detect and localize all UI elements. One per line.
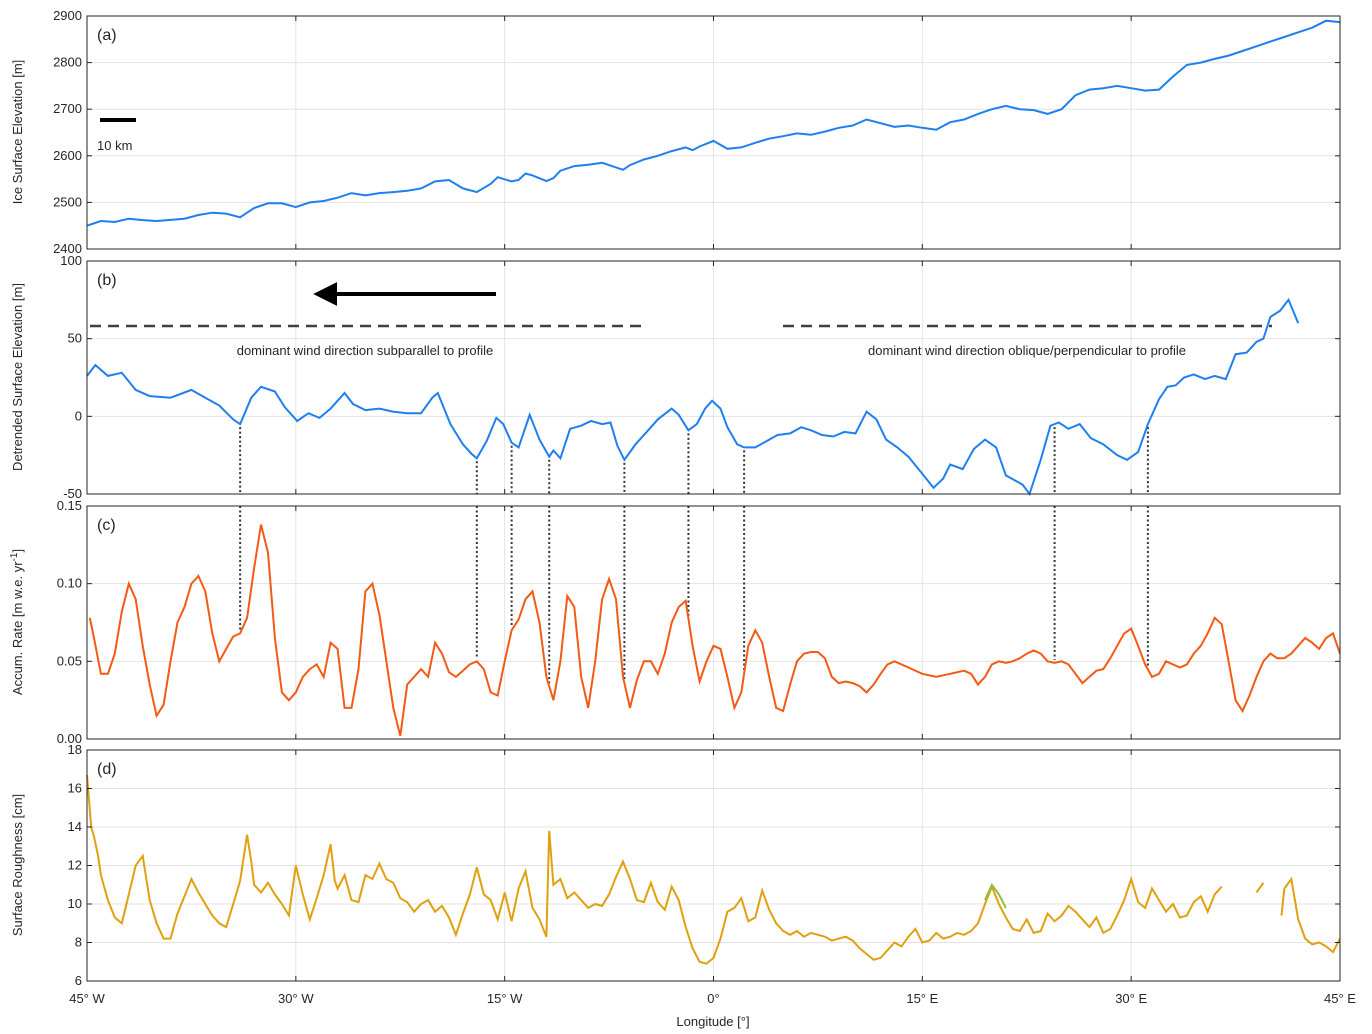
panel-c: (c) 0.00 0.05 0.10 0.15 Accum. Rate [m w.e.… [9,498,1341,746]
grid-d [87,750,1340,981]
scale-bar-label: 10 km [97,138,132,153]
y-tick-label: 0 [75,408,82,423]
y-tick-label: -50 [63,486,82,501]
annotation-wind-oblique: dominant wind direction oblique/perpendi… [868,343,1186,358]
x-tick-label: 30° W [278,991,314,1006]
y-axis-label-a: Ice Surface Elevation [m] [10,60,25,205]
y-ticks-c: 0.00 0.05 0.10 0.15 [57,498,1341,746]
y-tick-label: 0.00 [57,731,82,746]
y-axis-label-c-end: ] [10,549,25,553]
y-tick-label: 50 [68,331,82,346]
series-segment-highlight [984,882,1007,909]
marker-lines-c [239,506,1149,684]
y-axis-label-b: Detrended Surface Elevation [m] [10,283,25,471]
panel-c-label: (c) [97,517,116,534]
series-line-accumulation-rate [88,524,1341,737]
y-tick-label: 16 [68,781,82,796]
y-ticks-d: 6 8 10 12 14 16 18 [68,742,1341,988]
grid-c [87,506,1340,739]
series-line-ice-surface-elevation [86,19,1341,227]
x-tick-label: 45° E [1324,991,1356,1006]
x-ticks: 45° W 30° W 15° W 0° 15° E 30° E 45° E [69,991,1356,1006]
y-ticks-b: -50 0 50 100 [60,253,1341,501]
y-axis-label-c-sup: -1 [9,552,20,561]
y-tick-label: 12 [68,858,82,873]
y-tick-label: 10 [68,896,82,911]
x-tick-label: 45° W [69,991,105,1006]
series-segment [1255,882,1265,894]
series-segment [1280,876,1341,954]
panel-b: (b) dominant wind direction subparallel … [10,253,1341,501]
y-tick-label: 0.10 [57,576,82,591]
y-tick-label: 0.05 [57,653,82,668]
panel-a-label: (a) [97,27,117,44]
y-tick-label: 6 [75,973,82,988]
y-axis-label-c-main: Accum. Rate [m w.e. yr [10,561,25,695]
y-tick-label: 2400 [53,241,82,256]
panel-d: (d) 6 8 10 12 14 16 18 Surface Roughness [cm] [10,742,1341,988]
y-tick-label: 8 [75,935,82,950]
y-tick-label: 2900 [53,8,82,23]
x-tick-label: 0° [707,991,719,1006]
panel-b-label: (b) [97,272,117,289]
x-axis-label: Longitude [°] [676,1014,749,1029]
y-axis-label-d: Surface Roughness [cm] [10,794,25,936]
y-tick-label: 0.15 [57,498,82,513]
y-tick-label: 2800 [53,55,82,70]
marker-lines-b [239,427,1149,494]
grid-a [87,16,1340,249]
y-tick-label: 18 [68,742,82,757]
panel-a: (a) 10 km 2400 2500 2600 2700 2800 2900 Ice S… [10,8,1341,256]
series-segment [86,774,1223,965]
x-tick-label: 15° E [906,991,938,1006]
series-lines-surface-roughness [86,774,1341,965]
annotation-wind-subparallel: dominant wind direction subparallel to p… [237,343,494,358]
y-ticks-a: 2400 2500 2600 2700 2800 2900 [53,8,1341,256]
x-tick-label: 15° W [487,991,523,1006]
y-tick-label: 2600 [53,148,82,163]
y-tick-label: 2700 [53,101,82,116]
y-axis-label-c: Accum. Rate [m w.e. yr-1] [9,549,25,695]
y-tick-label: 2500 [53,194,82,209]
panel-d-label: (d) [97,761,117,778]
y-tick-label: 14 [68,819,82,834]
y-tick-label: 100 [60,253,82,268]
x-tick-label: 30° E [1115,991,1147,1006]
grid-b [87,261,1340,494]
series-line-detrended-elevation [86,297,1300,497]
